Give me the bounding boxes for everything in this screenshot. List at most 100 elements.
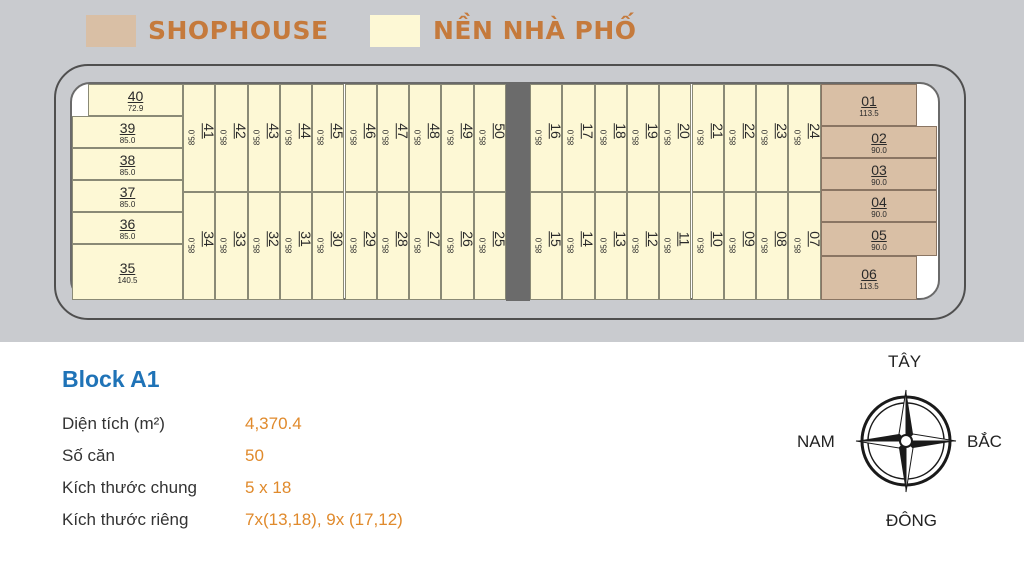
plot-area: 85.0 [187,237,197,254]
plot-area: 85.0 [445,237,455,254]
legend-nenpho-swatch [370,15,420,47]
plot-area: 85.0 [381,129,391,146]
plot-16[interactable]: 16 85.0 [530,84,564,192]
plot-area: 85.0 [119,232,136,241]
plot-24[interactable]: 24 85.0 [788,84,822,192]
plot-area: 85.0 [631,237,641,254]
plot-44[interactable]: 44 85.0 [279,84,314,192]
plot-number: 04 [871,194,887,210]
plot-17[interactable]: 17 85.0 [562,84,596,192]
info-value-count: 50 [245,446,264,465]
plot-34[interactable]: 34 85.0 [183,192,217,300]
compass-label-bottom: ĐÔNG [886,511,937,530]
plot-31[interactable]: 31 85.0 [279,192,314,300]
plot-14[interactable]: 14 85.0 [562,192,596,300]
plot-area: 85.0 [534,237,544,254]
plot-28[interactable]: 28 85.0 [376,192,411,300]
plot-area: 85.0 [478,129,488,146]
plot-49[interactable]: 49 85.0 [441,84,475,192]
plot-area: 85.0 [566,129,576,146]
plot-area: 85.0 [792,129,802,146]
plot-36[interactable]: 36 85.0 [72,212,183,244]
plot-area: 85.0 [381,237,391,254]
plot-area: 90.0 [871,146,887,155]
plot-32[interactable]: 32 85.0 [247,192,282,300]
plot-03[interactable]: 03 90.0 [821,158,937,190]
plot-29[interactable]: 29 85.0 [344,192,378,300]
plot-area: 85.0 [599,129,609,146]
plot-41[interactable]: 41 85.0 [183,84,217,192]
plot-45[interactable]: 45 85.0 [312,84,346,192]
plot-04[interactable]: 04 90.0 [821,190,937,222]
plot-number: 38 [119,152,136,168]
plot-02[interactable]: 02 90.0 [821,126,937,158]
compass-rose-icon [855,389,957,493]
plot-48[interactable]: 48 85.0 [409,84,443,192]
plot-22[interactable]: 22 85.0 [723,84,758,192]
plot-43[interactable]: 43 85.0 [247,84,282,192]
plot-47[interactable]: 47 85.0 [376,84,411,192]
plot-area: 85.0 [631,129,641,146]
info-label-count: Số căn [62,446,115,465]
plot-number: 07 [806,231,823,247]
plot-10[interactable]: 10 85.0 [691,192,725,300]
plot-38[interactable]: 38 85.0 [72,148,183,180]
plot-area: 85.0 [119,168,136,177]
plot-area: 90.0 [871,210,887,219]
compass-label-top: TÂY [888,352,922,371]
plot-15[interactable]: 15 85.0 [530,192,564,300]
plot-27[interactable]: 27 85.0 [409,192,443,300]
plot-number: 35 [119,260,136,276]
plot-09[interactable]: 09 85.0 [723,192,758,300]
plot-26[interactable]: 26 85.0 [441,192,475,300]
plot-46[interactable]: 46 85.0 [344,84,378,192]
compass-label-right: BẮC [967,432,1002,451]
plot-39[interactable]: 39 85.0 [72,116,183,148]
plot-number: 50 [491,123,508,139]
plot-area: 85.0 [695,129,705,146]
plot-25[interactable]: 25 85.0 [473,192,508,300]
compass-label-left: NAM [797,432,835,451]
plot-area: 85.0 [413,237,423,254]
plot-number: 02 [871,130,887,146]
plot-area: 85.0 [284,129,294,146]
plot-area: 85.0 [760,237,770,254]
plot-33[interactable]: 33 85.0 [215,192,249,300]
plot-11[interactable]: 11 85.0 [659,192,693,300]
plot-area: 85.0 [252,237,262,254]
plot-area: 85.0 [219,237,229,254]
plot-18[interactable]: 18 85.0 [594,84,629,192]
plot-37[interactable]: 37 85.0 [72,180,183,212]
plot-number: 01 [861,93,877,109]
plot-40[interactable]: 40 72.9 [88,84,183,116]
plot-30[interactable]: 30 85.0 [312,192,346,300]
plot-42[interactable]: 42 85.0 [215,84,249,192]
plot-08[interactable]: 08 85.0 [756,192,790,300]
plot-area: 85.0 [119,200,136,209]
plot-23[interactable]: 23 85.0 [756,84,790,192]
plot-area: 85.0 [760,129,770,146]
info-value-area: 4,370.4 [245,414,302,433]
legend-shophouse-swatch [86,15,136,47]
plot-06[interactable]: 06 113.5 [821,256,917,300]
plot-area: 113.5 [859,282,879,291]
plot-19[interactable]: 19 85.0 [626,84,661,192]
plot-area: 85.0 [663,129,673,146]
plot-01[interactable]: 01 113.5 [821,84,917,126]
plot-35[interactable]: 35 140.5 [72,244,183,300]
info-label-special-size: Kích thước riêng [62,510,189,529]
info-label-general-size: Kích thước chung [62,478,197,497]
plot-07[interactable]: 07 85.0 [788,192,823,300]
plot-12[interactable]: 12 85.0 [626,192,661,300]
plot-number: 11 [676,231,693,247]
plot-number: 36 [119,216,136,232]
plot-area: 85.0 [792,237,802,254]
plot-area: 85.0 [728,129,738,146]
plot-05[interactable]: 05 90.0 [821,222,937,256]
plot-50[interactable]: 50 85.0 [473,84,508,192]
plot-13[interactable]: 13 85.0 [594,192,629,300]
plot-area: 85.0 [478,237,488,254]
plot-20[interactable]: 20 85.0 [659,84,693,192]
block-title: Block A1 [62,366,160,392]
plot-21[interactable]: 21 85.0 [691,84,725,192]
